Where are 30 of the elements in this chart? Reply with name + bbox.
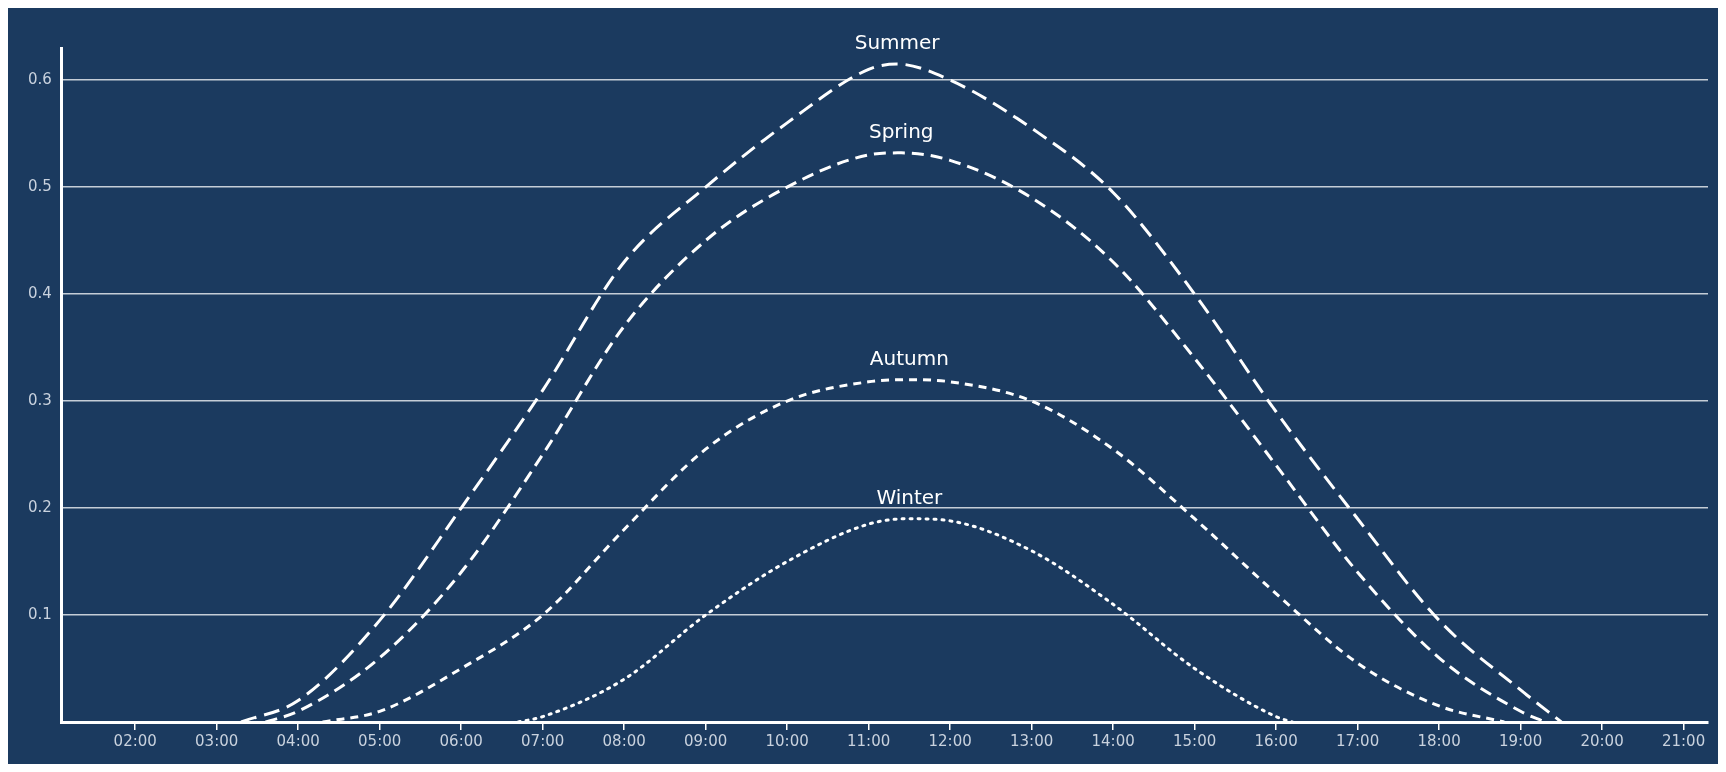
series-label: Autumn <box>869 345 949 370</box>
x-tick-label: 17:00 <box>1335 731 1380 750</box>
y-tick-label: 0.1 <box>28 604 52 623</box>
x-tick-label: 08:00 <box>602 731 646 750</box>
x-tick-label: 18:00 <box>1417 731 1461 750</box>
x-tick-label: 03:00 <box>195 731 239 750</box>
x-tick-label: 07:00 <box>521 731 565 750</box>
x-tick-label: 12:00 <box>928 731 972 750</box>
x-tick-label: 20:00 <box>1580 731 1624 750</box>
series-label: Winter <box>876 484 944 509</box>
x-tick-label: 13:00 <box>1010 731 1054 750</box>
y-tick-label: 0.5 <box>28 176 52 195</box>
series-label: Summer <box>854 30 941 55</box>
x-tick-label: 06:00 <box>439 731 483 750</box>
x-tick-label: 10:00 <box>765 731 809 750</box>
x-tick-label: 19:00 <box>1498 731 1543 750</box>
x-tick-label: 21:00 <box>1661 731 1706 750</box>
y-tick-label: 0.3 <box>28 390 52 409</box>
series-label: Spring <box>868 119 934 144</box>
y-tick-label: 0.4 <box>28 283 52 302</box>
x-tick-label: 11:00 <box>847 731 891 750</box>
x-tick-label: 05:00 <box>358 731 402 750</box>
x-tick-label: 14:00 <box>1091 731 1135 750</box>
y-tick-label: 0.6 <box>28 69 52 88</box>
y-tick-label: 0.2 <box>28 497 52 516</box>
x-tick-label: 02:00 <box>113 731 157 750</box>
x-tick-label: 16:00 <box>1254 731 1298 750</box>
x-tick-label: 15:00 <box>1172 731 1217 750</box>
x-tick-label: 09:00 <box>684 731 728 750</box>
x-tick-label: 04:00 <box>276 731 320 750</box>
